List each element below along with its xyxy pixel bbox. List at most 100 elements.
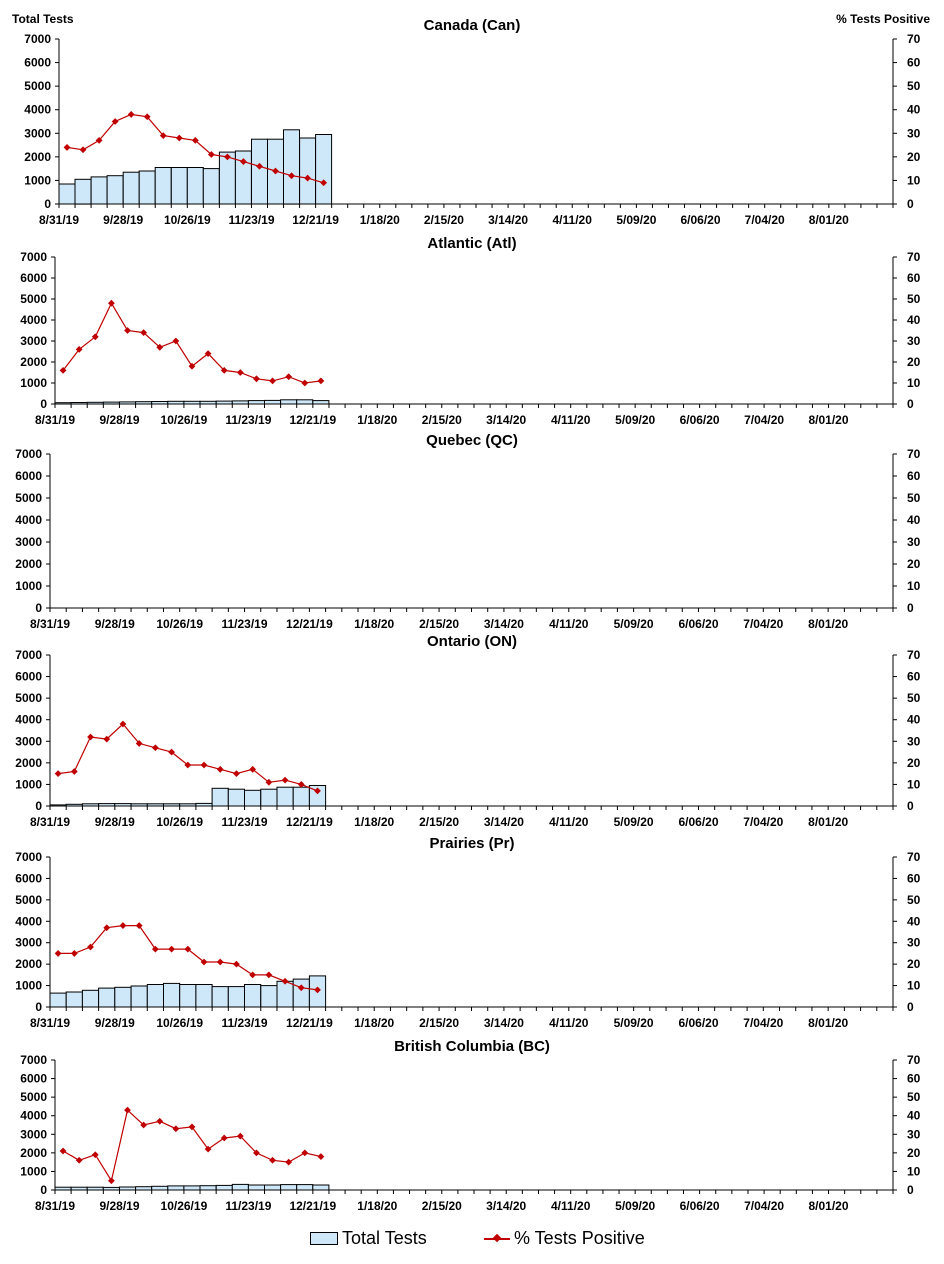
legend: Total Tests % Tests Positive — [0, 1228, 944, 1256]
bar-total-tests — [98, 987, 116, 1008]
line-percent-positive — [58, 723, 318, 792]
point-percent-positive — [200, 958, 208, 966]
x-tick-label: 9/28/19 — [95, 815, 135, 829]
left-tick-label: 0 — [40, 1183, 47, 1197]
x-tick-label: 8/01/20 — [808, 617, 848, 631]
left-tick-label: 5000 — [20, 1090, 47, 1104]
bar-total-tests — [276, 786, 294, 807]
panel-2: Atlantic (Atl) 0 1000 2000 3000 4000 5000 6000 7… — [20, 235, 920, 427]
bar-total-tests — [227, 788, 246, 807]
right-tick-label: 30 — [907, 126, 921, 140]
bar-total-tests — [264, 1184, 282, 1191]
point-percent-positive — [236, 1132, 244, 1140]
legend-item-total-tests: Total Tests — [310, 1228, 427, 1249]
point-percent-positive — [168, 945, 175, 953]
x-tick-label: 5/09/20 — [615, 413, 655, 427]
bar-total-tests — [315, 134, 333, 205]
left-tick-label: 5000 — [15, 691, 42, 705]
x-tick-label: 6/06/20 — [678, 815, 718, 829]
x-tick-label: 12/21/19 — [289, 1199, 336, 1213]
bar-total-tests — [296, 399, 314, 405]
point-percent-positive — [54, 770, 62, 778]
bar-total-tests — [215, 1184, 233, 1191]
left-tick-label: 5000 — [24, 79, 51, 93]
legend-label-total-tests: Total Tests — [342, 1228, 427, 1248]
right-tick-label: 50 — [907, 491, 921, 505]
x-tick-label: 5/09/20 — [614, 1016, 654, 1030]
x-tick-label: 12/21/19 — [292, 213, 339, 227]
point-percent-positive — [317, 1153, 325, 1160]
left-tick-label: 4000 — [24, 103, 51, 117]
x-tick-label: 10/26/19 — [156, 617, 203, 631]
x-tick-label: 4/11/20 — [549, 617, 589, 631]
left-tick-label: 6000 — [24, 56, 51, 70]
x-tick-label: 7/04/20 — [744, 1199, 784, 1213]
x-tick-label: 6/06/20 — [680, 413, 720, 427]
left-tick-label: 2000 — [20, 355, 47, 369]
x-tick-label: 10/26/19 — [164, 213, 211, 227]
bar-total-tests — [312, 1184, 330, 1191]
bar-total-tests — [114, 986, 132, 1008]
right-tick-label: 10 — [907, 1164, 921, 1178]
left-tick-label: 4000 — [20, 1109, 47, 1123]
point-percent-positive — [108, 1177, 115, 1185]
x-tick-label: 4/11/20 — [549, 815, 589, 829]
x-tick-label: 8/31/19 — [30, 815, 70, 829]
point-percent-positive — [204, 350, 212, 357]
x-tick-label: 3/14/20 — [484, 1016, 524, 1030]
left-tick-label: 1000 — [15, 979, 42, 993]
point-percent-positive — [220, 1134, 228, 1142]
point-percent-positive — [200, 761, 208, 769]
x-tick-label: 10/26/19 — [156, 815, 203, 829]
x-tick-label: 8/01/20 — [808, 1016, 848, 1030]
bar-total-tests — [202, 168, 220, 205]
right-tick-label: 40 — [907, 914, 921, 928]
x-tick-label: 3/14/20 — [486, 1199, 526, 1213]
bar-total-tests — [151, 1185, 169, 1191]
bar-total-tests — [251, 138, 268, 205]
x-tick-label: 1/18/20 — [357, 413, 397, 427]
bar-total-tests — [49, 992, 67, 1008]
bar-total-tests — [247, 1184, 265, 1191]
left-tick-label: 4000 — [15, 713, 42, 727]
point-percent-positive — [108, 299, 115, 307]
bar-total-tests — [276, 980, 294, 1008]
left-tick-label: 0 — [35, 601, 42, 615]
left-tick-label: 2000 — [15, 957, 42, 971]
point-percent-positive — [265, 971, 273, 979]
x-tick-label: 3/14/20 — [484, 815, 524, 829]
right-tick-label: 30 — [907, 535, 921, 549]
right-tick-label: 70 — [907, 648, 921, 662]
bar-total-tests — [211, 986, 229, 1008]
left-tick-label: 3000 — [20, 334, 47, 348]
right-tick-label: 30 — [907, 334, 921, 348]
left-tick-label: 6000 — [15, 871, 42, 885]
left-tick-label: 6000 — [20, 271, 47, 285]
x-tick-label: 12/21/19 — [286, 815, 333, 829]
point-percent-positive — [317, 377, 325, 385]
x-tick-label: 7/04/20 — [744, 413, 784, 427]
point-percent-positive — [79, 146, 87, 154]
point-percent-positive — [75, 1156, 83, 1164]
right-tick-label: 20 — [907, 756, 921, 770]
left-tick-label: 7000 — [20, 1053, 47, 1067]
right-tick-label: 70 — [907, 32, 921, 46]
right-tick-label: 60 — [907, 469, 921, 483]
x-tick-label: 9/28/19 — [99, 1199, 139, 1213]
x-tick-label: 2/15/20 — [419, 1016, 459, 1030]
left-tick-label: 6000 — [15, 670, 42, 684]
bar-total-tests — [179, 984, 197, 1008]
x-tick-label: 2/15/20 — [422, 1199, 462, 1213]
bar-total-tests — [163, 982, 181, 1008]
chart-panels: Total Tests % Tests Positive Canada (Can) 0… — [12, 12, 930, 1213]
left-tick-label: 4000 — [20, 313, 47, 327]
point-percent-positive — [314, 787, 321, 795]
bar-total-tests — [211, 787, 229, 807]
bar-total-tests — [167, 1185, 185, 1191]
point-percent-positive — [156, 343, 164, 351]
left-tick-label: 1000 — [15, 579, 42, 593]
x-tick-label: 4/11/20 — [553, 213, 593, 227]
x-tick-label: 1/18/20 — [360, 213, 400, 227]
x-tick-label: 11/23/19 — [228, 213, 274, 227]
bar-total-tests — [292, 978, 310, 1008]
